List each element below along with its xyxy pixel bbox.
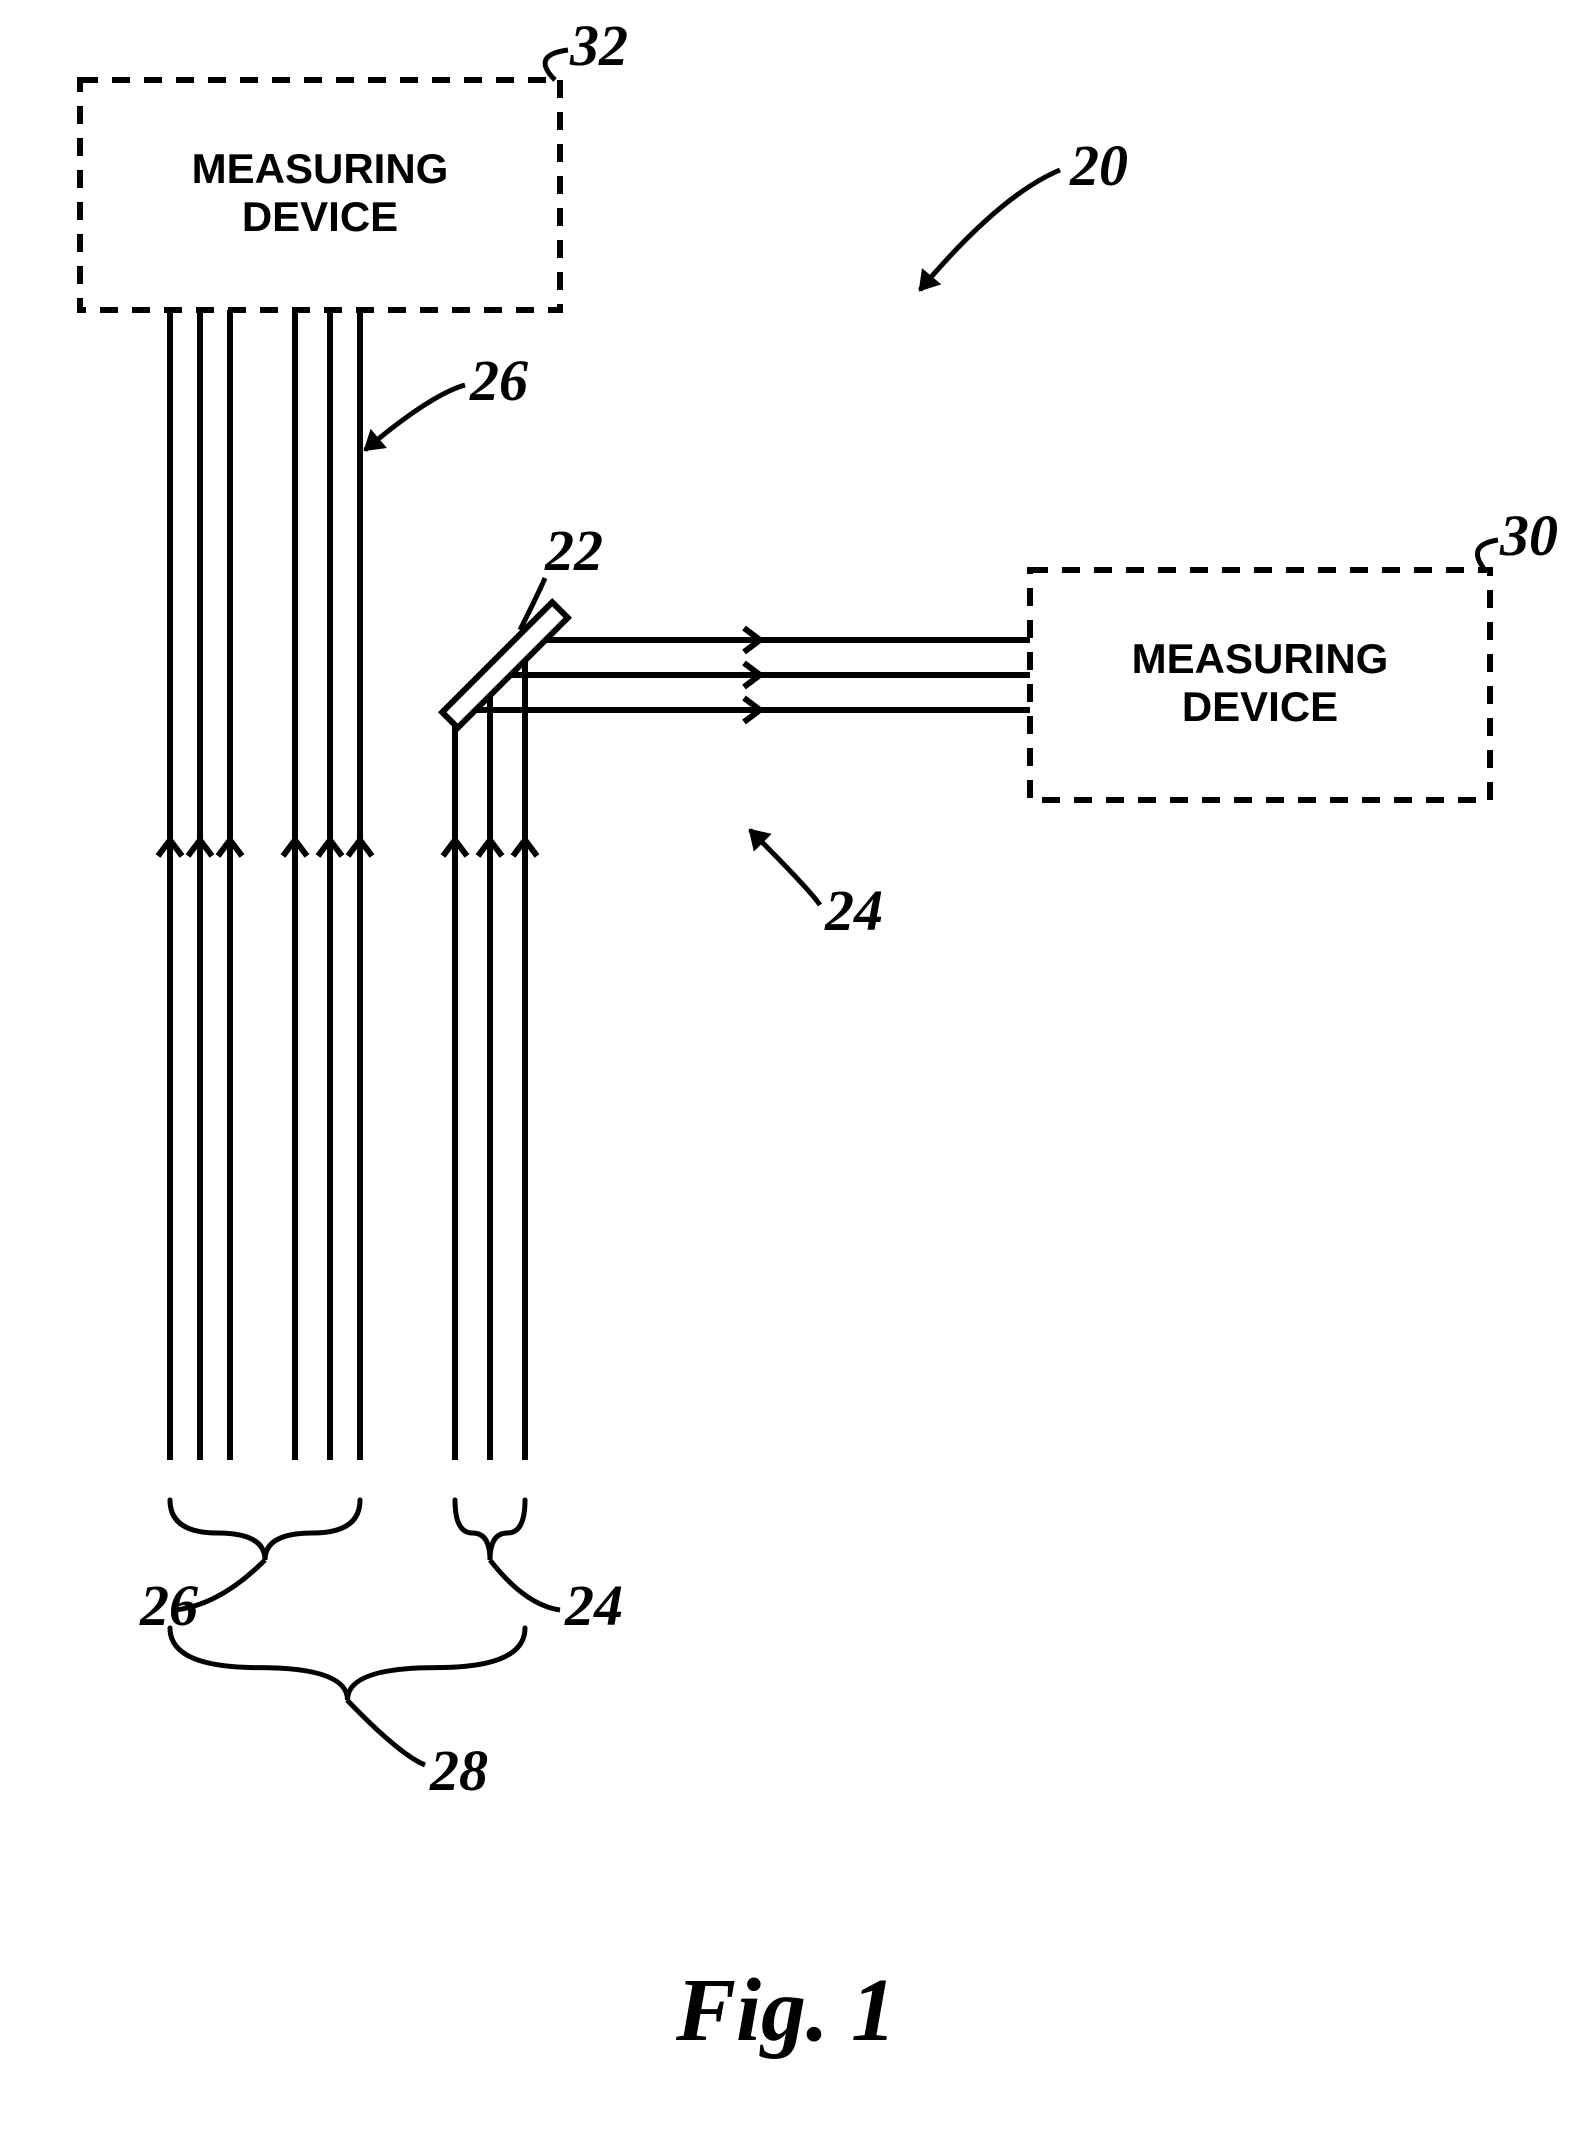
measuring-device-top-label-1: MEASURING	[192, 145, 449, 192]
ref-26-lower: 26	[139, 1573, 198, 1638]
ref-24-lower: 24	[564, 1573, 623, 1638]
ref-30: 30	[1499, 503, 1558, 568]
figure-caption: Fig. 1	[675, 1961, 896, 2060]
measuring-device-top-label-2: DEVICE	[242, 193, 398, 240]
measuring-device-right-label-2: DEVICE	[1182, 683, 1338, 730]
ref-20: 20	[1069, 133, 1128, 198]
measuring-device-right-label-1: MEASURING	[1132, 635, 1389, 682]
ref-32: 32	[569, 13, 628, 78]
ref-24-mid: 24	[824, 878, 883, 943]
ref-26-upper: 26	[469, 348, 528, 413]
ref-22: 22	[544, 518, 603, 583]
ref-28: 28	[429, 1738, 488, 1803]
